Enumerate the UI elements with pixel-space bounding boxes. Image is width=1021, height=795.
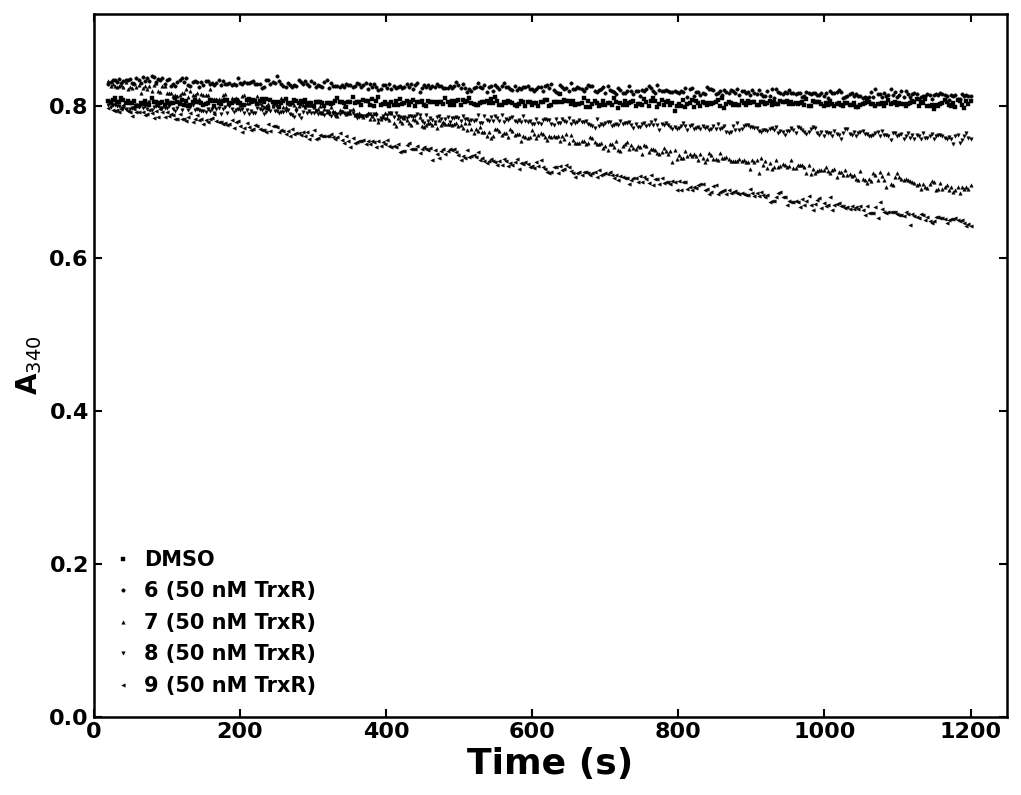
DMSO (383, 101, 395, 111)
9 (50 nM TrxR) (102, 103, 114, 113)
9 (50 nM TrxR) (385, 142, 397, 152)
Y-axis label: A$_{340}$: A$_{340}$ (14, 335, 44, 395)
7 (50 nM TrxR) (444, 119, 456, 129)
DMSO (646, 94, 659, 103)
8 (50 nM TrxR) (646, 121, 659, 130)
6 (50 nM TrxR) (646, 87, 659, 96)
7 (50 nM TrxR) (965, 180, 977, 190)
7 (50 nM TrxR) (954, 188, 966, 198)
8 (50 nM TrxR) (446, 113, 458, 122)
7 (50 nM TrxR) (102, 76, 114, 86)
9 (50 nM TrxR) (646, 180, 659, 189)
8 (50 nM TrxR) (102, 100, 114, 110)
8 (50 nM TrxR) (731, 118, 743, 128)
7 (50 nM TrxR) (206, 94, 218, 103)
Line: 6 (50 nM TrxR): 6 (50 nM TrxR) (106, 75, 972, 102)
6 (50 nM TrxR) (206, 79, 218, 88)
DMSO (206, 96, 218, 106)
9 (50 nM TrxR) (727, 188, 739, 197)
X-axis label: Time (s): Time (s) (468, 747, 634, 781)
6 (50 nM TrxR) (446, 83, 458, 92)
9 (50 nM TrxR) (446, 145, 458, 155)
7 (50 nM TrxR) (383, 115, 395, 125)
DMSO (553, 89, 566, 99)
DMSO (669, 106, 681, 115)
8 (50 nM TrxR) (965, 134, 977, 144)
9 (50 nM TrxR) (135, 98, 147, 107)
Legend: DMSO, 6 (50 nM TrxR), 7 (50 nM TrxR), 8 (50 nM TrxR), 9 (50 nM TrxR): DMSO, 6 (50 nM TrxR), 7 (50 nM TrxR), 8 … (104, 540, 326, 706)
6 (50 nM TrxR) (731, 84, 743, 94)
9 (50 nM TrxR) (965, 222, 977, 231)
7 (50 nM TrxR) (729, 157, 741, 166)
Line: 7 (50 nM TrxR): 7 (50 nM TrxR) (106, 80, 972, 195)
DMSO (733, 100, 745, 110)
8 (50 nM TrxR) (385, 109, 397, 118)
8 (50 nM TrxR) (727, 121, 739, 130)
6 (50 nM TrxR) (727, 86, 739, 95)
6 (50 nM TrxR) (385, 84, 397, 94)
DMSO (444, 101, 456, 111)
Line: DMSO: DMSO (106, 92, 972, 112)
6 (50 nM TrxR) (271, 72, 283, 81)
6 (50 nM TrxR) (102, 80, 114, 89)
8 (50 nM TrxR) (143, 98, 155, 107)
7 (50 nM TrxR) (644, 145, 657, 154)
Line: 8 (50 nM TrxR): 8 (50 nM TrxR) (106, 100, 972, 145)
DMSO (729, 99, 741, 109)
DMSO (965, 96, 977, 106)
8 (50 nM TrxR) (947, 139, 960, 149)
6 (50 nM TrxR) (942, 95, 955, 105)
7 (50 nM TrxR) (725, 157, 737, 166)
9 (50 nM TrxR) (731, 188, 743, 197)
8 (50 nM TrxR) (208, 108, 221, 118)
Line: 9 (50 nM TrxR): 9 (50 nM TrxR) (106, 101, 972, 228)
9 (50 nM TrxR) (208, 110, 221, 119)
6 (50 nM TrxR) (965, 91, 977, 101)
DMSO (102, 96, 114, 106)
